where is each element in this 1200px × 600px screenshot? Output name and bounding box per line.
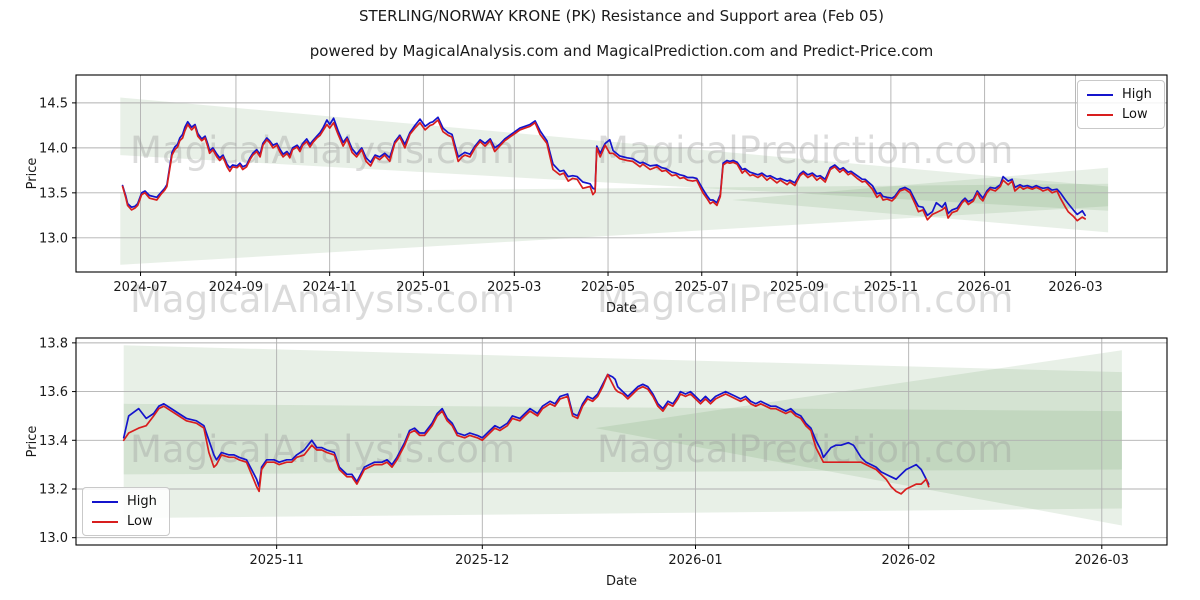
x-axis-label: Date	[606, 301, 637, 316]
y-tick-label: 13.4	[39, 434, 68, 449]
y-tick-label: 14.5	[39, 96, 68, 111]
x-tick-label: 2025-11	[864, 280, 918, 295]
y-axis-label: Price	[25, 158, 40, 190]
chart-title: STERLING/NORWAY KRONE (PK) Resistance an…	[358, 7, 884, 25]
y-tick-label: 13.5	[39, 186, 68, 201]
y-tick-label: 14.0	[39, 141, 68, 156]
x-tick-label: 2025-01	[396, 280, 450, 295]
y-tick-label: 13.0	[39, 231, 68, 246]
legend-item-low: Low	[92, 515, 157, 528]
low-line	[121, 119, 1086, 222]
x-tick-label: 2025-11	[249, 553, 303, 568]
x-tick-label: 2025-05	[581, 280, 635, 295]
x-tick-label: 2026-01	[957, 280, 1011, 295]
legend-label-high: High	[1122, 87, 1152, 102]
x-tick-label: 2025-09	[770, 280, 824, 295]
x-tick-label: 2024-11	[303, 280, 357, 295]
y-tick-label: 13.8	[39, 336, 68, 351]
watermark-text: MagicalPrediction.com	[597, 278, 1013, 321]
low-line-swatch	[1087, 113, 1113, 116]
legend-item-high: High	[1087, 88, 1152, 101]
legend-label-high: High	[127, 494, 157, 509]
x-tick-label: 2026-01	[668, 553, 722, 568]
high-line	[122, 373, 930, 488]
x-tick-label: 2025-03	[487, 280, 541, 295]
high-line-swatch	[92, 500, 118, 503]
high-line-swatch	[1087, 93, 1113, 96]
legend-label-low: Low	[1122, 107, 1148, 122]
legend-bottom: High Low	[82, 487, 170, 536]
plot-border	[75, 74, 1168, 273]
x-tick-label: 2026-03	[1048, 280, 1102, 295]
support-resistance-band	[123, 403, 1122, 519]
x-tick-label: 2024-09	[209, 280, 263, 295]
legend-item-high: High	[92, 495, 157, 508]
x-tick-label: 2026-03	[1075, 553, 1129, 568]
watermark-text: MagicalPrediction.com	[597, 428, 1013, 471]
legend-item-low: Low	[1087, 108, 1152, 121]
low-line-swatch	[92, 520, 118, 523]
y-tick-label: 13.6	[39, 385, 68, 400]
plot-border	[75, 337, 1168, 546]
chart-subtitle: powered by MagicalAnalysis.com and Magic…	[309, 42, 934, 60]
y-tick-label: 13.0	[39, 531, 68, 546]
watermark-text: MagicalAnalysis.com	[130, 278, 515, 321]
low-line	[122, 373, 930, 495]
high-line	[121, 116, 1086, 217]
x-tick-label: 2025-12	[455, 553, 509, 568]
legend-top: High Low	[1077, 80, 1165, 129]
x-axis-label: Date	[606, 574, 637, 589]
y-tick-label: 13.2	[39, 482, 68, 497]
y-axis-label: Price	[25, 426, 40, 458]
watermark-text: MagicalPrediction.com	[597, 129, 1013, 172]
x-tick-label: 2024-07	[113, 280, 167, 295]
legend-label-low: Low	[127, 514, 153, 529]
support-resistance-band	[120, 183, 1109, 265]
support-resistance-band	[123, 345, 1122, 475]
support-resistance-band	[595, 350, 1122, 526]
x-tick-label: 2026-02	[882, 553, 936, 568]
x-tick-label: 2025-07	[675, 280, 729, 295]
